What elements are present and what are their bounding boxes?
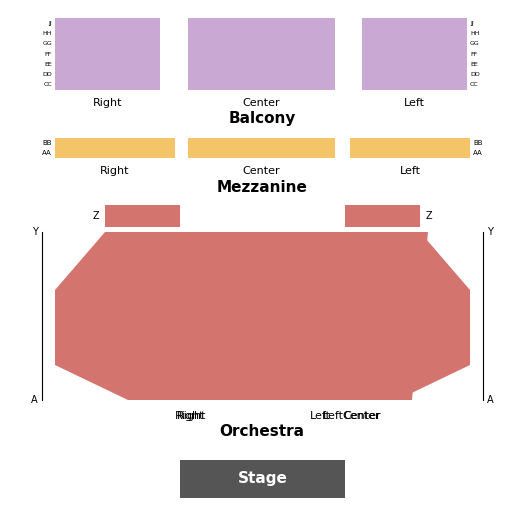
Text: Center: Center bbox=[343, 411, 381, 421]
Text: Balcony: Balcony bbox=[228, 110, 296, 125]
Text: AA: AA bbox=[473, 150, 483, 156]
Text: AA: AA bbox=[42, 150, 52, 156]
Text: Y: Y bbox=[487, 227, 493, 237]
Text: A: A bbox=[32, 395, 38, 405]
Text: Right: Right bbox=[177, 411, 206, 421]
Text: GG: GG bbox=[42, 41, 52, 46]
Text: JJ: JJ bbox=[48, 20, 52, 26]
Text: DD: DD bbox=[42, 72, 52, 77]
Text: A: A bbox=[487, 395, 494, 405]
Text: EE: EE bbox=[44, 62, 52, 67]
Text: Mezzanine: Mezzanine bbox=[216, 181, 308, 195]
Text: FF: FF bbox=[45, 51, 52, 57]
Text: Z: Z bbox=[92, 211, 99, 221]
Bar bbox=[188, 18, 335, 90]
Polygon shape bbox=[247, 232, 470, 400]
Text: DD: DD bbox=[470, 72, 480, 77]
Bar bbox=[55, 138, 175, 158]
Polygon shape bbox=[295, 232, 428, 400]
Text: Orchestra: Orchestra bbox=[219, 425, 304, 439]
Polygon shape bbox=[55, 232, 278, 400]
Text: Left: Left bbox=[404, 98, 425, 108]
Bar bbox=[350, 138, 470, 158]
Text: HH: HH bbox=[470, 31, 479, 36]
Text: Left: Left bbox=[310, 411, 331, 421]
Text: Center: Center bbox=[243, 166, 280, 176]
Bar bbox=[345, 205, 420, 227]
Text: Center: Center bbox=[243, 98, 280, 108]
Text: Y: Y bbox=[32, 227, 38, 237]
Text: CC: CC bbox=[43, 82, 52, 87]
Text: FF: FF bbox=[470, 51, 477, 57]
Text: Left: Left bbox=[323, 411, 344, 421]
Text: Z: Z bbox=[426, 211, 433, 221]
Bar bbox=[105, 205, 180, 227]
Bar bbox=[55, 18, 160, 90]
Bar bbox=[188, 138, 335, 158]
Bar bbox=[362, 18, 467, 90]
Text: EE: EE bbox=[470, 62, 478, 67]
Text: Stage: Stage bbox=[237, 471, 288, 487]
Text: Left: Left bbox=[400, 166, 421, 176]
Text: GG: GG bbox=[470, 41, 480, 46]
Text: Right: Right bbox=[175, 411, 205, 421]
Text: BB: BB bbox=[473, 140, 482, 146]
Text: HH: HH bbox=[43, 31, 52, 36]
Text: Right: Right bbox=[100, 166, 130, 176]
Bar bbox=[180, 460, 345, 498]
Text: Right: Right bbox=[93, 98, 122, 108]
Text: CC: CC bbox=[470, 82, 479, 87]
Text: Center: Center bbox=[343, 411, 380, 421]
Text: JJ: JJ bbox=[470, 20, 474, 26]
Text: BB: BB bbox=[43, 140, 52, 146]
